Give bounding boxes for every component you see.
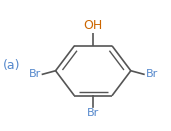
Text: (a): (a)	[3, 59, 21, 72]
Text: Br: Br	[87, 108, 99, 118]
Text: Br: Br	[146, 69, 158, 79]
Text: Br: Br	[29, 69, 41, 79]
Text: OH: OH	[84, 19, 103, 32]
